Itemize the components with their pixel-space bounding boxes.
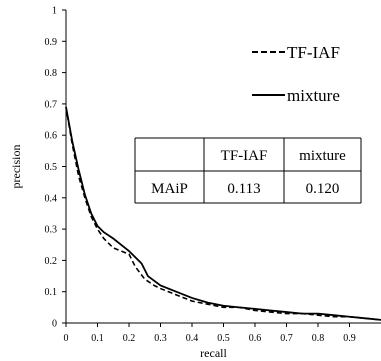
x-tick-label: 0.3 (154, 333, 167, 344)
legend-label: TF-IAF (287, 43, 340, 62)
series-mixture-line (65, 106, 381, 321)
x-tick-label: 0 (64, 333, 69, 344)
y-tick-label: 1 (52, 6, 57, 17)
table-cell: 0.113 (227, 181, 260, 197)
y-tick-label: 0.3 (45, 225, 58, 236)
y-tick-label: 0.8 (45, 68, 58, 79)
x-axis-title: recall (200, 346, 227, 360)
legend: TF-IAF mixture (252, 43, 340, 105)
x-tick-label: 0.7 (280, 333, 293, 344)
y-tick-label: 0.6 (45, 131, 58, 142)
y-tick-label: 0.5 (45, 162, 58, 173)
x-tick-label: 0.8 (312, 333, 325, 344)
table-cell: MAiP (151, 181, 188, 197)
table-cell: 0.120 (306, 181, 340, 197)
y-axis-title: precision (9, 145, 23, 189)
x-tick-label: 0.4 (186, 333, 199, 344)
x-tick-label: 0.9 (343, 333, 356, 344)
y-tick-label: 0.1 (45, 287, 58, 298)
y-tick-label: 0.4 (45, 193, 58, 204)
maip-table: TF-IAF mixture MAiP 0.113 0.120 (134, 137, 362, 204)
series-layer (65, 106, 381, 321)
table-header-cell: TF-IAF (221, 148, 268, 164)
y-tick-label: 0.9 (45, 37, 58, 48)
series-tf-iaf-line (65, 106, 381, 321)
x-tick-label: 0.1 (91, 333, 104, 344)
x-tick-label: 0.2 (123, 333, 136, 344)
axes: 0 0.1 0.2 0.3 0.4 0.5 0.6 0.7 0.8 0.9 1 0 0.1 0.2 0.3 0… (45, 6, 381, 344)
legend-label: mixture (287, 86, 340, 105)
y-tick-label: 0.2 (45, 256, 58, 267)
x-tick-label: 0.5 (217, 333, 230, 344)
y-tick-label: 0 (52, 319, 57, 330)
x-tick-label: 0.6 (249, 333, 262, 344)
table-header-cell: mixture (299, 148, 346, 164)
y-tick-label: 0.7 (45, 99, 58, 110)
